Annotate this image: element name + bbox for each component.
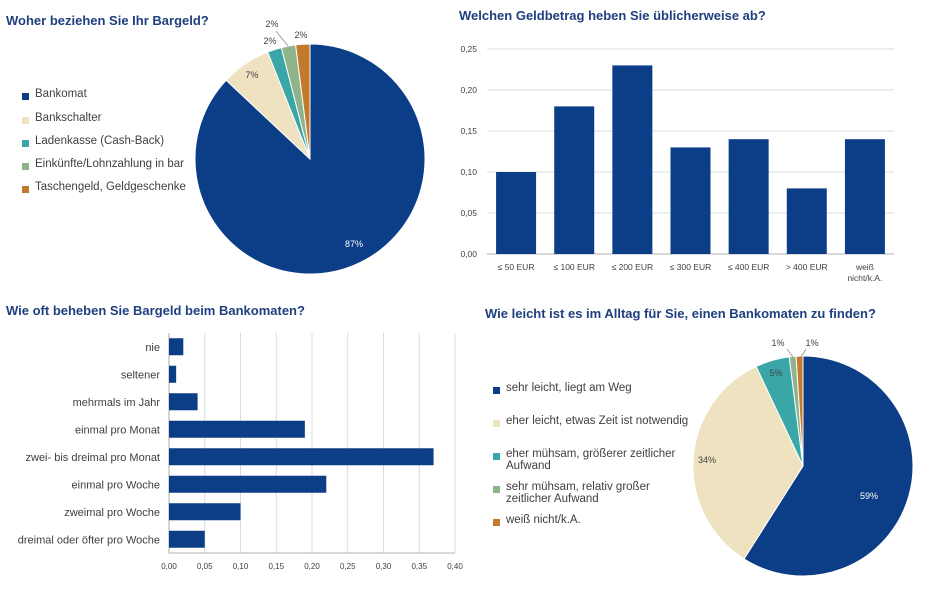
legend-label: eher leicht, etwas Zeit ist notwendig bbox=[506, 415, 689, 427]
pie1-slice-label: 7% bbox=[245, 70, 258, 80]
bar1-ytick-label: 0,20 bbox=[460, 85, 477, 95]
legend-swatch bbox=[493, 453, 500, 460]
hbar-ytick-label: zwei- bis dreimal pro Monat bbox=[26, 452, 161, 464]
bar1-xtick-label: ≤ 50 EUR bbox=[498, 262, 535, 272]
hbar-bar bbox=[169, 503, 241, 521]
bar1-ytick-label: 0,25 bbox=[460, 44, 477, 54]
legend-item: Taschengeld, Geldgeschenke bbox=[22, 181, 262, 193]
legend-item: eher leicht, etwas Zeit ist notwendig bbox=[493, 415, 693, 427]
legend-label: Bankomat bbox=[35, 88, 87, 100]
hbar-ytick-label: zweimal pro Woche bbox=[64, 507, 160, 519]
bar1-xtick-label: weiß nicht/k.A. bbox=[847, 262, 882, 283]
hbar-ytick-label: seltener bbox=[121, 369, 160, 381]
legend-item: Bankschalter bbox=[22, 112, 262, 124]
hbar-ytick-label: einmal pro Monat bbox=[75, 424, 160, 436]
bar1-xtick-label: ≤ 400 EUR bbox=[728, 262, 770, 272]
legend-item: Einkünfte/Lohnzahlung in bar bbox=[22, 158, 262, 170]
legend-label: sehr leicht, liegt am Weg bbox=[506, 382, 632, 394]
legend-swatch bbox=[493, 519, 500, 526]
hbar-xtick-label: 0,15 bbox=[268, 562, 284, 571]
bar1-bar bbox=[786, 188, 827, 254]
bar1-title: Welchen Geldbetrag heben Sie üblicherwei… bbox=[459, 8, 766, 23]
legend-swatch bbox=[22, 117, 29, 124]
hbar-xtick-label: 0,00 bbox=[161, 562, 177, 571]
pie1-title: Woher beziehen Sie Ihr Bargeld? bbox=[6, 13, 209, 28]
pie1-slice bbox=[295, 43, 311, 160]
pie2-slice bbox=[743, 355, 914, 577]
pie1-slice-label: 2% bbox=[265, 19, 278, 29]
pie2-slice-label: 1% bbox=[771, 338, 784, 348]
pie1-slice-label: 2% bbox=[294, 30, 307, 40]
legend-label: eher mühsam, größerer zeitlicher Aufwand bbox=[506, 448, 676, 472]
pie2-slice bbox=[795, 355, 804, 467]
hbar-bar bbox=[169, 420, 305, 438]
legend-label: Taschengeld, Geldgeschenke bbox=[35, 181, 186, 193]
bar1-bar bbox=[496, 172, 537, 254]
hbar-bar bbox=[169, 475, 327, 493]
legend-swatch bbox=[22, 140, 29, 147]
bar1-xtick-label: ≤ 300 EUR bbox=[670, 262, 712, 272]
legend-label: Bankschalter bbox=[35, 112, 102, 124]
legend-item: sehr mühsam, relativ großer zeitlicher A… bbox=[493, 481, 703, 505]
hbar-bar bbox=[169, 338, 184, 356]
pie1-slice-label: 87% bbox=[345, 239, 363, 249]
hbar-ytick-label: mehrmals im Jahr bbox=[73, 397, 161, 409]
hbar-bar bbox=[169, 530, 205, 548]
bar1-xtick-label: ≤ 100 EUR bbox=[553, 262, 595, 272]
pie2-slice-label: 1% bbox=[805, 338, 818, 348]
bar1-bar bbox=[554, 106, 595, 255]
pie2-slice-label: 34% bbox=[698, 455, 716, 465]
legend-item: weiß nicht/k.A. bbox=[493, 514, 693, 526]
pie2-leader-line bbox=[786, 348, 794, 358]
pie2-leader-line bbox=[800, 348, 807, 358]
legend-swatch bbox=[22, 186, 29, 193]
bar1-bar bbox=[728, 139, 769, 254]
legend-swatch bbox=[493, 486, 500, 493]
legend-swatch bbox=[493, 420, 500, 427]
bar1-bar bbox=[612, 65, 653, 255]
hbar-xtick-label: 0,20 bbox=[304, 562, 320, 571]
legend-swatch bbox=[22, 163, 29, 170]
bar1-bar bbox=[670, 147, 711, 254]
legend-item: sehr leicht, liegt am Weg bbox=[493, 382, 693, 394]
legend-swatch bbox=[493, 387, 500, 394]
hbar-ytick-label: einmal pro Woche bbox=[72, 479, 160, 491]
hbar-bar bbox=[169, 448, 434, 466]
hbar-title: Wie oft beheben Sie Bargeld beim Bankoma… bbox=[6, 303, 305, 318]
legend-swatch bbox=[22, 93, 29, 100]
hbar-xtick-label: 0,40 bbox=[447, 562, 463, 571]
pie1-leader-line bbox=[275, 30, 289, 47]
pie2-slice-label: 59% bbox=[860, 491, 878, 501]
hbar-ytick-label: dreimal oder öfter pro Woche bbox=[18, 534, 160, 546]
pie2-slice-label: 5% bbox=[769, 368, 782, 378]
bar1-xtick-label: > 400 EUR bbox=[786, 262, 828, 272]
legend-label: Einkünfte/Lohnzahlung in bar bbox=[35, 158, 184, 170]
legend-item: eher mühsam, größerer zeitlicher Aufwand bbox=[493, 448, 703, 472]
bar1-xtick-label: ≤ 200 EUR bbox=[612, 262, 654, 272]
pie1-slice-label: 2% bbox=[263, 36, 276, 46]
legend-item: Bankomat bbox=[22, 88, 262, 100]
hbar-xtick-label: 0,05 bbox=[197, 562, 213, 571]
hbar-xtick-label: 0,35 bbox=[411, 562, 427, 571]
legend-item: Ladenkasse (Cash-Back) bbox=[22, 135, 262, 147]
hbar-ytick-label: nie bbox=[145, 342, 160, 354]
hbar-bar bbox=[169, 393, 198, 411]
pie2-slice bbox=[692, 365, 804, 560]
hbar-xtick-label: 0,25 bbox=[340, 562, 356, 571]
bar1-bar bbox=[844, 139, 885, 254]
hbar-xtick-label: 0,10 bbox=[233, 562, 249, 571]
bar1-ytick-label: 0,10 bbox=[460, 167, 477, 177]
pie2-title: Wie leicht ist es im Alltag für Sie, ein… bbox=[485, 306, 876, 321]
legend-label: weiß nicht/k.A. bbox=[506, 514, 581, 526]
hbar-bar bbox=[169, 365, 177, 383]
legend-label: sehr mühsam, relativ großer zeitlicher A… bbox=[506, 481, 650, 505]
bar1-ytick-label: 0,05 bbox=[460, 208, 477, 218]
bar1-ytick-label: 0,00 bbox=[460, 249, 477, 259]
legend-label: Ladenkasse (Cash-Back) bbox=[35, 135, 165, 147]
bar1-ytick-label: 0,15 bbox=[460, 126, 477, 136]
hbar-xtick-label: 0,30 bbox=[376, 562, 392, 571]
